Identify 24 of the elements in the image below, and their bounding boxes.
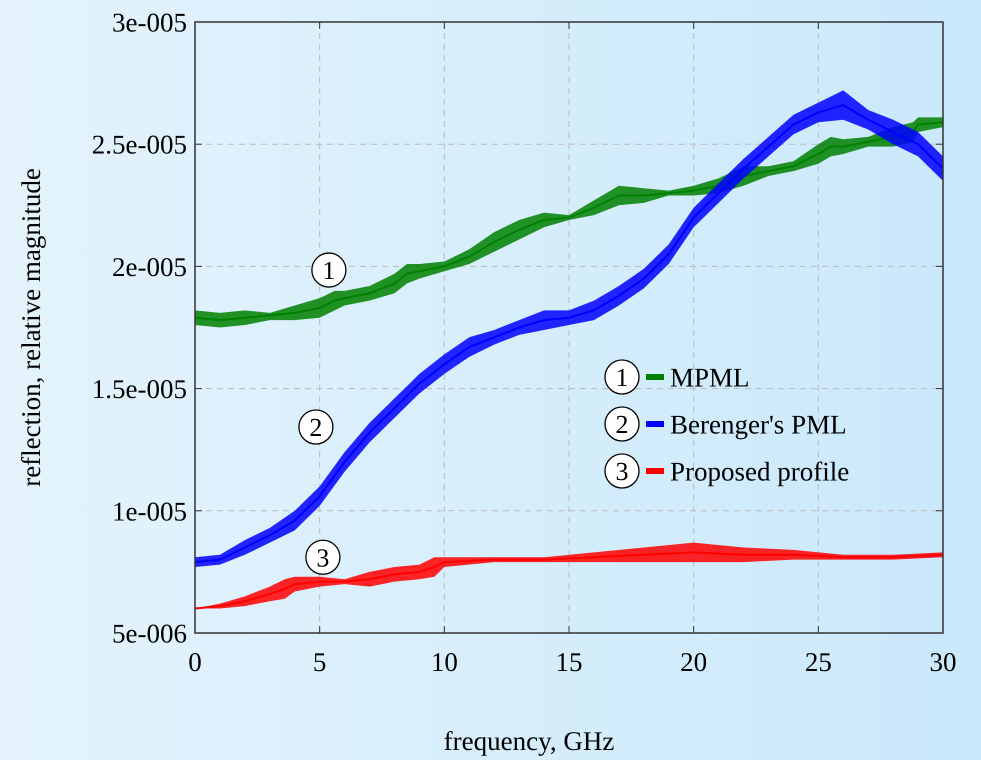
x-tick-label: 20 bbox=[680, 647, 708, 677]
y-tick-label: 5e-006 bbox=[112, 618, 187, 648]
x-tick-label: 15 bbox=[556, 647, 582, 677]
text: 2 bbox=[616, 410, 628, 440]
annotation: 3 bbox=[316, 543, 330, 572]
annotation: 2 bbox=[309, 413, 322, 442]
x-tick-label: 10 bbox=[430, 647, 458, 677]
legend-label: Berenger's PML bbox=[670, 409, 847, 440]
y-tick-label: 1.5e-005 bbox=[92, 374, 187, 404]
x-axis-title: frequency, GHz bbox=[444, 726, 614, 756]
text: 1 bbox=[616, 363, 628, 392]
text: 3 bbox=[616, 457, 628, 486]
x-tick-label: 0 bbox=[188, 647, 202, 677]
x-tick-label: 30 bbox=[930, 647, 956, 677]
x-tick-label: 5 bbox=[312, 647, 326, 677]
x-tick-label: 25 bbox=[804, 647, 832, 677]
legend-label: MPML bbox=[670, 362, 750, 392]
y-tick-label: 3e-005 bbox=[112, 7, 187, 38]
y-tick-label: 1e-005 bbox=[112, 496, 187, 526]
y-axis-title: reflection, relative magnitude bbox=[16, 168, 46, 487]
y-tick-label: 2e-005 bbox=[112, 252, 187, 282]
annotation: 1 bbox=[322, 256, 336, 286]
legend-label: Proposed profile bbox=[670, 456, 850, 486]
y-tick-label: 2.5e-005 bbox=[92, 130, 187, 160]
